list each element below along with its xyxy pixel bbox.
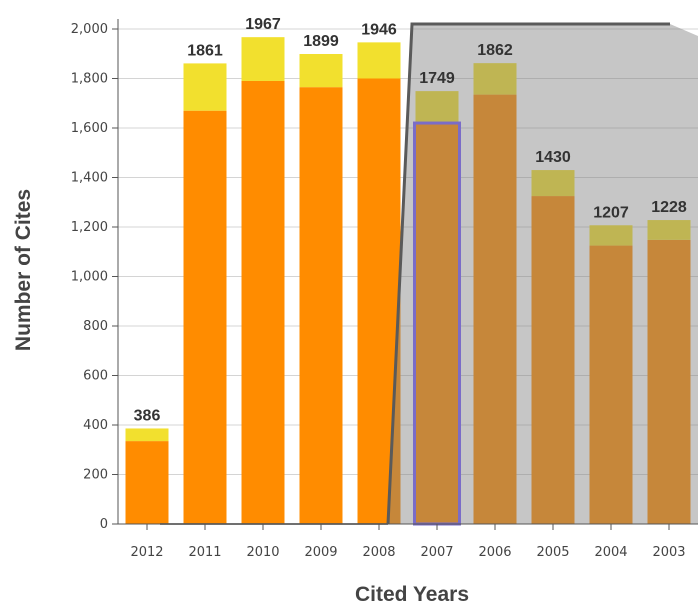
data-label: 1946 <box>361 21 397 38</box>
bar-segment-primary <box>473 94 517 525</box>
y-tick-label: 600 <box>83 369 108 384</box>
bar-segment-primary <box>647 239 691 524</box>
x-tick-label: 2008 <box>362 545 395 560</box>
bar-segment-primary <box>299 87 343 524</box>
bar-segment-secondary <box>531 170 575 197</box>
x-tick-label: 2009 <box>304 545 337 560</box>
bars <box>125 37 691 525</box>
bar-segment-primary <box>125 441 169 524</box>
data-label: 1862 <box>477 42 513 59</box>
bar-segment-secondary <box>357 42 401 79</box>
y-tick-label: 1,800 <box>71 72 108 87</box>
bar-segment-secondary <box>589 225 633 246</box>
bar-segment-secondary <box>241 37 285 81</box>
x-tick-label: 2007 <box>420 545 453 560</box>
x-axis-title: Cited Years <box>355 583 469 606</box>
data-label: 386 <box>134 407 161 424</box>
bar-segment-secondary <box>125 428 169 442</box>
bar-segment-primary <box>589 245 633 524</box>
bar-segment-primary <box>415 123 459 525</box>
y-tick-label: 1,200 <box>71 220 108 235</box>
y-tick-label: 1,600 <box>71 121 108 136</box>
selection-overlay[interactable] <box>388 24 698 525</box>
bar-segment-secondary <box>299 53 343 88</box>
y-tick-label: 0 <box>100 517 108 532</box>
y-tick-label: 200 <box>83 468 108 483</box>
x-tick-label: 2003 <box>652 545 685 560</box>
data-label: 1861 <box>187 42 223 59</box>
data-label: 1899 <box>303 33 339 50</box>
bar-segment-primary <box>241 80 285 524</box>
x-tick-label: 2010 <box>246 545 279 560</box>
y-tick-label: 1,400 <box>71 171 108 186</box>
y-tick-label: 2,000 <box>71 22 108 37</box>
x-tick-label: 2005 <box>536 545 569 560</box>
x-tick-label: 2004 <box>594 545 627 560</box>
x-tick-label: 2011 <box>188 545 221 560</box>
bar-segment-secondary <box>647 220 691 240</box>
data-label: 1207 <box>593 204 629 221</box>
range-selection-overlay[interactable] <box>160 22 698 525</box>
bar-segment-secondary <box>183 63 227 111</box>
bar-segment-primary <box>531 196 575 524</box>
x-tick-label: 2012 <box>130 545 163 560</box>
bar-segment-secondary <box>473 63 517 95</box>
bar-segment-primary <box>357 78 401 524</box>
y-axis-title: Number of Cites <box>12 189 35 351</box>
selection-overlay-edge <box>386 22 670 525</box>
x-tick-label: 2006 <box>478 545 511 560</box>
y-tick-label: 800 <box>83 319 108 334</box>
data-label: 1430 <box>535 149 571 166</box>
y-tick-label: 1,000 <box>71 270 108 285</box>
y-axis-ticks: 0 200 400 600 800 1,000 1,200 1,400 1,600 1,800 2,… <box>71 22 118 532</box>
x-axis-ticks: 2012 2011 2010 2009 2008 2007 2006 2005 2004 2003 <box>130 524 686 560</box>
data-labels: 386 1861 1967 1899 1946 1749 1862 1430 1207 1228 <box>134 16 687 424</box>
y-tick-label: 400 <box>83 418 108 433</box>
bar-segment-primary <box>183 110 227 525</box>
data-label: 1228 <box>651 199 687 216</box>
data-label: 1749 <box>419 70 455 87</box>
data-label: 1967 <box>245 16 281 33</box>
bar-segment-secondary <box>415 91 459 124</box>
